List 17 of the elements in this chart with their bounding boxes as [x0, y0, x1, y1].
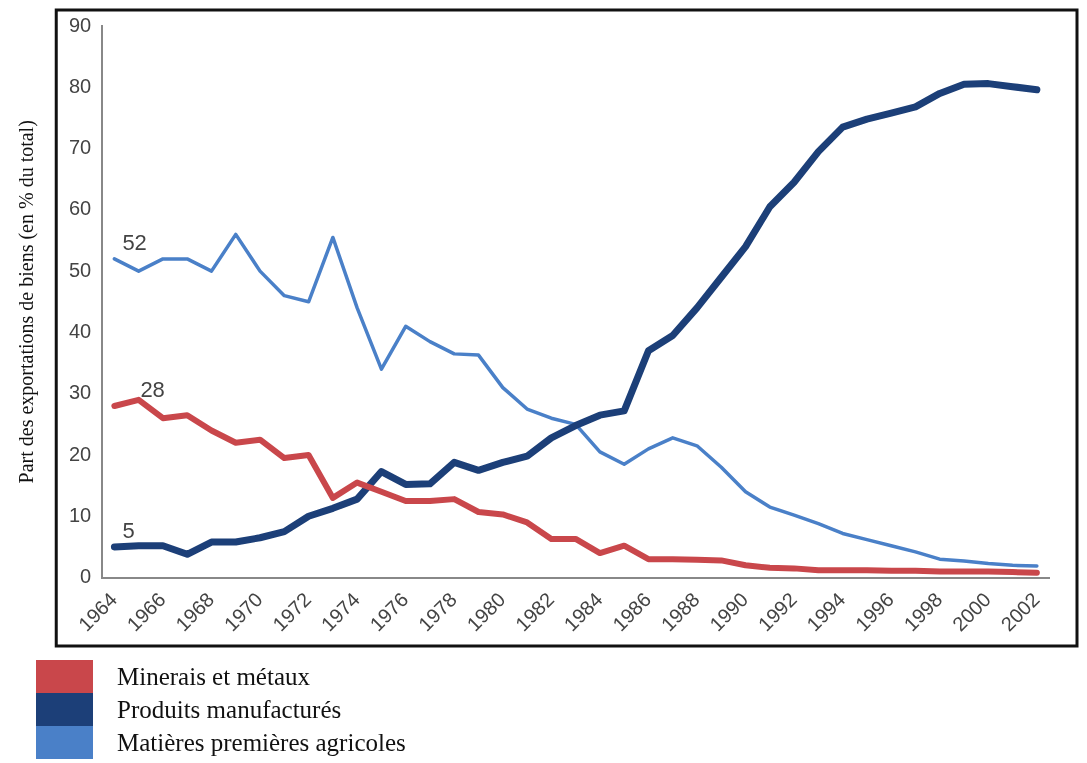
y-tick-label: 80 [69, 74, 92, 97]
y-axis-title: Part des exportations de biens (en % du total) [15, 120, 39, 484]
y-tick-label: 30 [69, 381, 92, 404]
annotation: 28 [140, 377, 165, 403]
y-tick-label: 10 [69, 503, 92, 526]
legend-label: Produits manufacturés [117, 695, 342, 724]
legend-label: Matières premières agricoles [117, 728, 406, 757]
y-tick-label: 50 [69, 258, 92, 281]
annotation: 52 [122, 229, 147, 255]
y-tick-label: 20 [69, 442, 92, 465]
annotation: 5 [122, 517, 135, 543]
y-tick-label: 90 [69, 13, 92, 36]
y-tick-label: 70 [69, 136, 92, 159]
y-tick-label: 60 [69, 197, 92, 220]
y-tick-label: 40 [69, 319, 92, 342]
y-tick-label: 0 [80, 565, 92, 588]
legend-label: Minerais et métaux [117, 662, 310, 691]
